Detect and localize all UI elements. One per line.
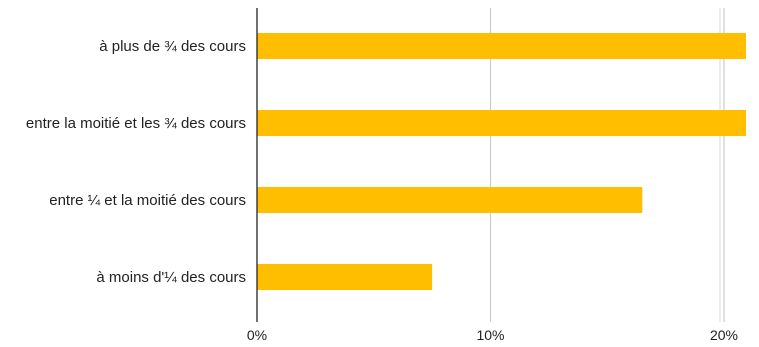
bar-2 (257, 110, 746, 136)
x-tick-label-10: 10% (476, 327, 504, 343)
bar-1 (257, 33, 746, 59)
category-label-3: entre ¼ et la moitié des cours (49, 192, 246, 209)
category-label-2: entre la moitié et les ¾ des cours (26, 115, 246, 132)
label-layer: à plus de ¾ des cours entre la moitié et … (26, 38, 738, 343)
x-tick-label-0: 0% (247, 327, 267, 343)
category-label-1: à plus de ¾ des cours (99, 38, 246, 55)
bar-layer (257, 33, 746, 290)
bar-3 (257, 187, 643, 213)
grid-layer (489, 8, 725, 322)
bar-4 (257, 264, 433, 290)
category-label-4: à moins d'¼ des cours (96, 269, 246, 286)
x-tick-label-20: 20% (710, 327, 738, 343)
